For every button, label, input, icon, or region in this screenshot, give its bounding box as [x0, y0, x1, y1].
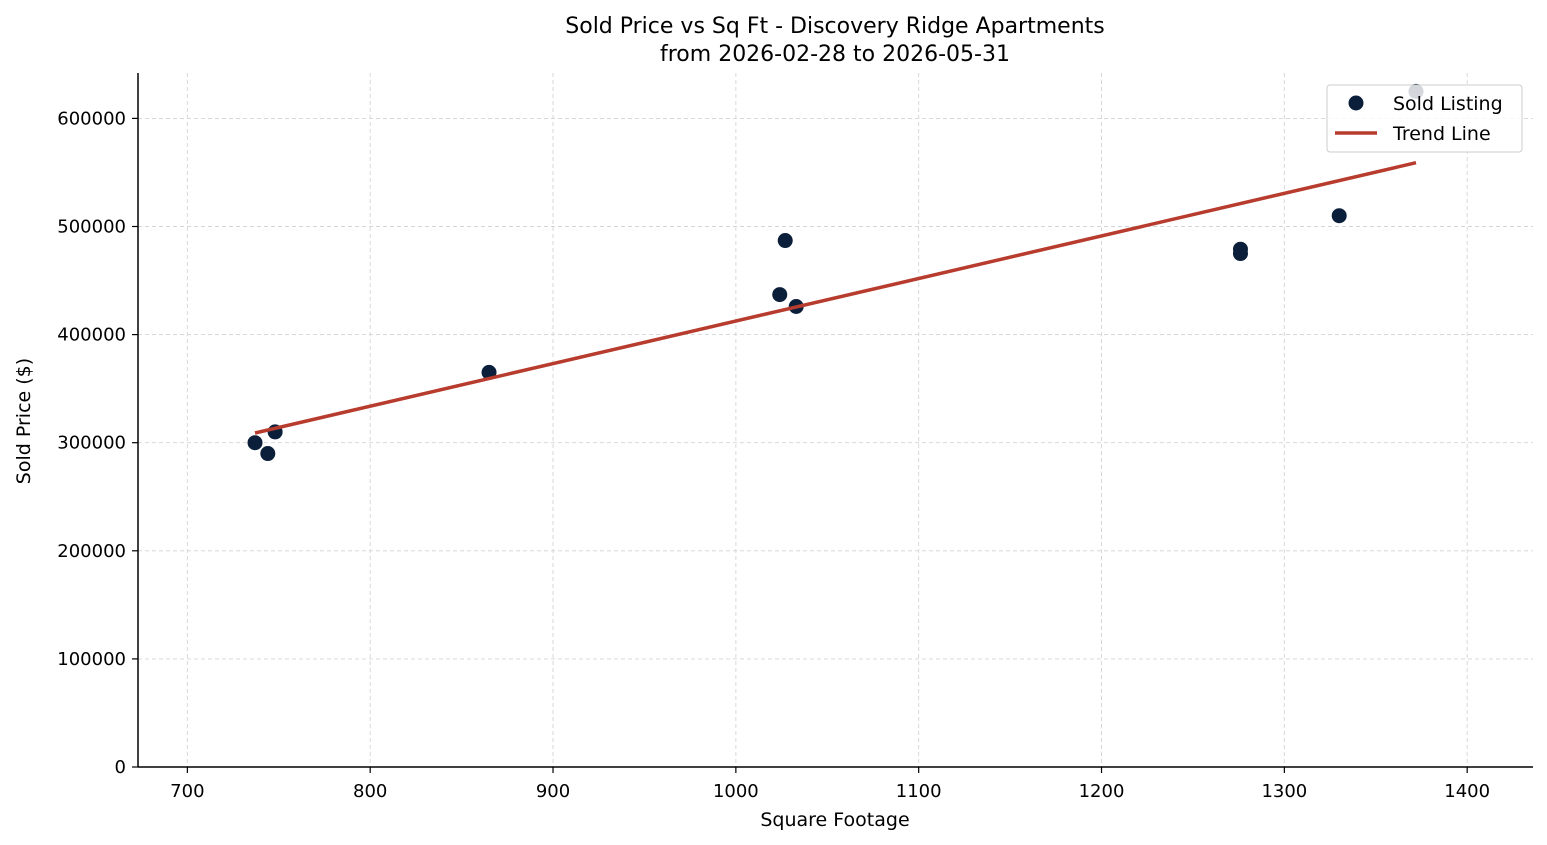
x-tick-label: 1300 [1261, 781, 1307, 802]
chart-subtitle: from 2026-02-28 to 2026-05-31 [660, 42, 1010, 67]
x-ticks: 700 800 900 1000 1100 1200 1300 1400 [170, 767, 1490, 802]
y-tick-label: 500000 [57, 217, 126, 238]
sold-listing-point [1331, 208, 1347, 224]
sold-listing-point [247, 435, 263, 451]
y-tick-label: 300000 [57, 433, 126, 454]
legend-box [1326, 84, 1523, 153]
trend-line [254, 160, 1417, 435]
chart-title: Sold Price vs Sq Ft - Discovery Ridge Ap… [565, 14, 1104, 39]
sold-listing-point [1232, 246, 1248, 262]
x-tick-label: 800 [353, 781, 387, 802]
x-tick-label: 1400 [1444, 781, 1490, 802]
y-tick-label: 100000 [57, 649, 126, 670]
x-tick-label: 700 [170, 781, 204, 802]
axes [137, 73, 1533, 768]
legend-marker-sold-listing [1348, 95, 1364, 111]
x-axis-label: Square Footage [760, 809, 909, 831]
y-axis-label: Sold Price ($) [13, 358, 35, 484]
x-tick-label: 1200 [1079, 781, 1125, 802]
y-ticks: 0 100000 200000 300000 400000 500000 600000 [57, 108, 138, 778]
x-tick-label: 1000 [713, 781, 759, 802]
plot-area [247, 83, 1424, 462]
grid [138, 73, 1533, 768]
y-tick-label: 200000 [57, 541, 126, 562]
sold-listing-point [772, 287, 788, 303]
y-tick-label: 600000 [57, 108, 126, 129]
y-tick-label: 400000 [57, 325, 126, 346]
x-tick-label: 1100 [896, 781, 942, 802]
sold-listing-point [777, 233, 793, 249]
x-tick-label: 900 [536, 781, 570, 802]
y-tick-label: 0 [115, 757, 126, 778]
legend-label: Trend Line [1392, 123, 1491, 145]
legend: Sold Listing Trend Line [1326, 84, 1523, 153]
sold-listing-point [260, 446, 276, 462]
legend-label: Sold Listing [1393, 93, 1503, 115]
